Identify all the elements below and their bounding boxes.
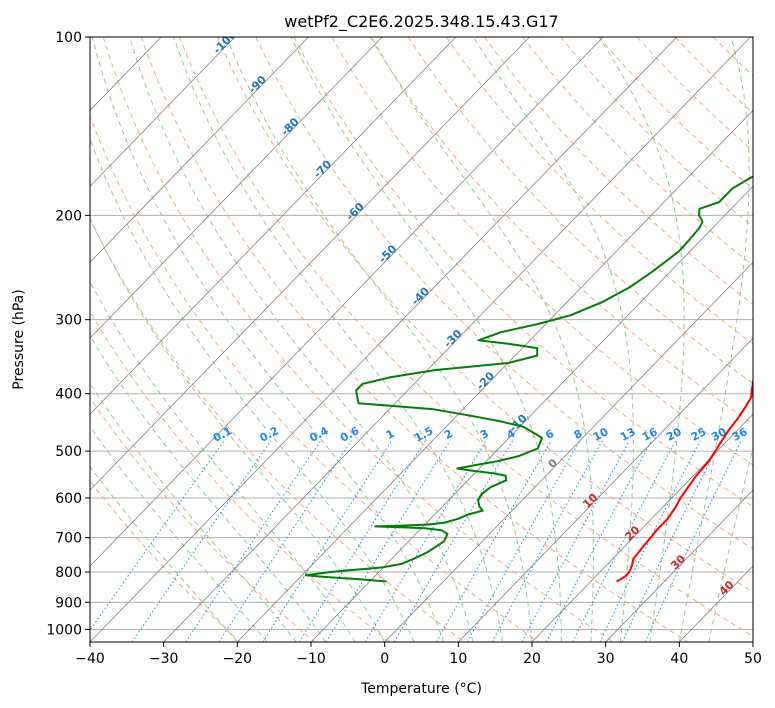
mixing-ratio-label: 10	[591, 425, 611, 444]
isotherm-line	[90, 37, 604, 567]
x-tick-label: 0	[380, 651, 389, 667]
isotherm-line	[163, 37, 751, 642]
moist-adiabat-line	[91, 37, 445, 642]
chart-title: wetPf2_C2E6.2025.348.15.43.G17	[284, 12, 558, 32]
y-tick-label: 900	[55, 595, 82, 611]
moist-adiabat-line	[472, 37, 634, 642]
x-tick-label: 30	[597, 651, 615, 667]
isotherm-line	[384, 261, 753, 642]
dry-adiabat-line	[598, 37, 753, 190]
x-tick-label: 50	[744, 651, 762, 667]
moist-adiabat-line	[173, 37, 503, 642]
mixing-ratio-line	[131, 440, 272, 642]
dry-adiabat-line	[293, 37, 753, 508]
moist-adiabat-line	[90, 465, 238, 642]
mixing-ratio-line	[364, 440, 487, 642]
isotherm-line	[90, 37, 457, 415]
isotherm-line	[90, 37, 309, 263]
y-tick-label: 300	[55, 313, 82, 329]
mixing-ratio-line	[185, 440, 322, 642]
x-tick-label: 40	[670, 651, 688, 667]
isotherm-line	[90, 37, 530, 491]
dry-adiabat-line	[140, 37, 689, 642]
y-tick-label: 600	[55, 491, 82, 507]
y-tick-label: 800	[55, 565, 82, 581]
x-tick-label: −30	[149, 651, 179, 667]
temperature-profile-line	[616, 377, 753, 583]
mixing-ratio-label: 20	[664, 425, 684, 444]
dry-adiabat-line	[369, 37, 753, 425]
mixing-ratio-line	[218, 440, 352, 642]
isotherm-line	[90, 37, 383, 339]
mixing-ratio-line	[325, 440, 451, 642]
mixing-ratio-line	[435, 440, 552, 642]
dry-adiabat-line	[445, 37, 753, 345]
dry-adiabat-line	[331, 37, 753, 466]
x-tick-label: 20	[523, 651, 541, 667]
dry-adiabat-line	[90, 310, 390, 642]
mixing-ratio-line	[298, 440, 426, 642]
dry-adiabat-line	[179, 37, 753, 637]
moist-adiabat-line	[290, 37, 562, 642]
y-axis-label: Pressure (hPa)	[11, 289, 27, 389]
dry-adiabat-line	[90, 480, 241, 642]
isotherm-line	[90, 37, 678, 642]
mixing-ratio-label: 36	[730, 425, 750, 444]
mixing-ratio-label: 25	[689, 425, 709, 444]
y-tick-label: 1000	[46, 622, 82, 638]
moist-adiabat-line	[678, 37, 750, 642]
moist-adiabat-line	[90, 216, 386, 642]
y-tick-label: 400	[55, 387, 82, 403]
background-lines	[90, 37, 753, 642]
mixing-ratio-label: 16	[640, 425, 660, 444]
mixing-ratio-line	[467, 440, 581, 642]
dry-adiabat-line	[217, 37, 753, 593]
moist-adiabat-line	[598, 37, 685, 642]
mixing-ratio-line	[393, 440, 514, 642]
moist-adiabat-line	[371, 37, 594, 642]
dewpoint-profile-line	[304, 175, 753, 583]
y-tick-label: 700	[55, 531, 82, 547]
isotherm-line	[531, 413, 753, 642]
mixing-ratio-label: 13	[618, 425, 638, 444]
x-tick-label: −40	[75, 651, 105, 667]
x-tick-label: −10	[296, 651, 326, 667]
y-tick-label: 500	[55, 444, 82, 460]
plot-frame	[89, 36, 754, 643]
dry-adiabat-line	[90, 218, 465, 642]
moist-adiabat-line	[90, 382, 297, 642]
mixing-ratio-label: 30	[709, 425, 729, 444]
x-tick-label: 10	[449, 651, 467, 667]
moist-adiabat-line	[90, 334, 327, 642]
mixing-ratio-line	[491, 440, 603, 642]
dry-adiabat-line	[484, 37, 753, 305]
mixing-ratio-line	[599, 440, 701, 642]
dry-adiabat-line	[407, 37, 753, 385]
y-tick-label: 100	[55, 30, 82, 46]
dry-adiabat-line	[102, 37, 614, 642]
isotherm-line	[458, 337, 753, 642]
isotherm-line	[237, 109, 753, 642]
mixing-ratio-line	[621, 440, 722, 642]
moist-adiabat-line	[90, 425, 268, 642]
mixing-ratio-line	[262, 440, 393, 642]
axis-ticks: −40 −30 −20 −10 0 10 20 30 40 50 100 200 300 400 500 60…	[46, 30, 762, 667]
isotherm-line	[90, 37, 236, 187]
series-layer	[304, 175, 753, 583]
x-axis-label: Temperature (°C)	[360, 681, 482, 697]
isotherm-line	[605, 489, 753, 642]
y-tick-label: 200	[55, 208, 82, 224]
isotherm-line	[310, 185, 753, 642]
x-tick-label: −20	[223, 651, 253, 667]
